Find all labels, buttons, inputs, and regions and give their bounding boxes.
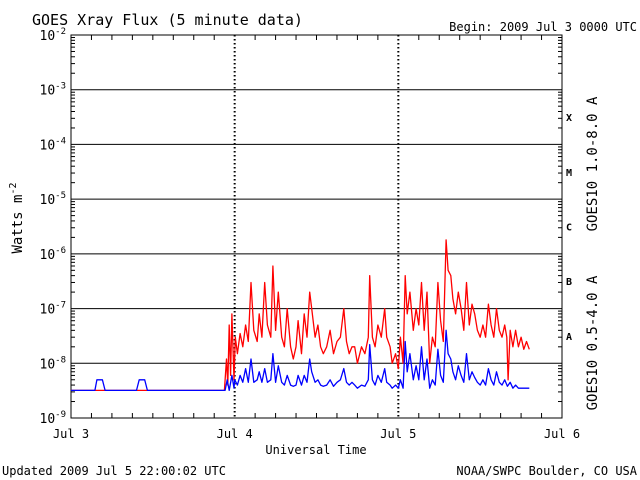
flare-class-x: X bbox=[566, 113, 572, 124]
source-credit: NOAA/SWPC Boulder, CO USA bbox=[456, 464, 637, 478]
y-tick-base: 10 bbox=[40, 412, 56, 427]
y-tick-exponent: -4 bbox=[55, 136, 66, 146]
y-tick-base: 10 bbox=[40, 303, 56, 318]
y-tick-label-7: 10-9 bbox=[40, 410, 67, 427]
y-tick-label-0: 10-2 bbox=[40, 27, 67, 44]
x-tick-label-2: Jul 5 bbox=[380, 427, 416, 441]
y-tick-base: 10 bbox=[40, 84, 56, 99]
y-tick-base: 10 bbox=[40, 357, 56, 372]
y-tick-base: 10 bbox=[40, 248, 56, 263]
y-tick-label-4: 10-6 bbox=[40, 246, 67, 263]
x-tick-label-3: Jul 6 bbox=[544, 427, 580, 441]
y-axis-label-superscript: -2 bbox=[8, 182, 19, 194]
y-axis-label-base: Watts m bbox=[10, 195, 26, 254]
y-tick-exponent: -7 bbox=[55, 301, 66, 311]
flare-class-a: A bbox=[566, 332, 572, 343]
legend-entry-long-wavelength: GOES10 1.0-8.0 A bbox=[585, 96, 601, 231]
x-axis-label: Universal Time bbox=[265, 443, 366, 457]
flare-class-c: C bbox=[566, 223, 572, 234]
flare-class-m: M bbox=[566, 168, 572, 179]
begin-label: Begin: 2009 Jul 3 0000 UTC bbox=[449, 20, 637, 34]
chart-title: GOES Xray Flux (5 minute data) bbox=[32, 11, 303, 29]
legend-entry-short-wavelength: GOES10 0.5-4.0 A bbox=[585, 275, 601, 410]
x-tick-label-0: Jul 3 bbox=[53, 427, 89, 441]
y-tick-label-5: 10-7 bbox=[40, 301, 67, 318]
y-tick-exponent: -9 bbox=[55, 410, 66, 420]
y-tick-exponent: -5 bbox=[55, 191, 66, 201]
series-line-long-wavelength bbox=[71, 239, 530, 392]
y-tick-base: 10 bbox=[40, 193, 56, 208]
y-tick-label-1: 10-3 bbox=[40, 82, 67, 99]
series-line-short-wavelength bbox=[71, 329, 530, 392]
flare-class-b: B bbox=[566, 277, 572, 288]
y-tick-base: 10 bbox=[40, 138, 56, 153]
y-tick-label-3: 10-5 bbox=[40, 191, 67, 208]
y-axis-label: Watts m-2 bbox=[8, 182, 26, 253]
y-tick-label-2: 10-4 bbox=[40, 136, 67, 153]
y-tick-exponent: -6 bbox=[55, 246, 66, 256]
updated-timestamp: Updated 2009 Jul 5 22:00:02 UTC bbox=[2, 464, 226, 478]
y-tick-exponent: -8 bbox=[55, 355, 66, 365]
y-tick-exponent: -2 bbox=[55, 27, 66, 37]
x-tick-label-1: Jul 4 bbox=[217, 427, 253, 441]
y-tick-exponent: -3 bbox=[55, 82, 66, 92]
y-tick-label-6: 10-8 bbox=[40, 355, 67, 372]
y-tick-base: 10 bbox=[40, 29, 56, 44]
plot-frame bbox=[70, 34, 563, 419]
